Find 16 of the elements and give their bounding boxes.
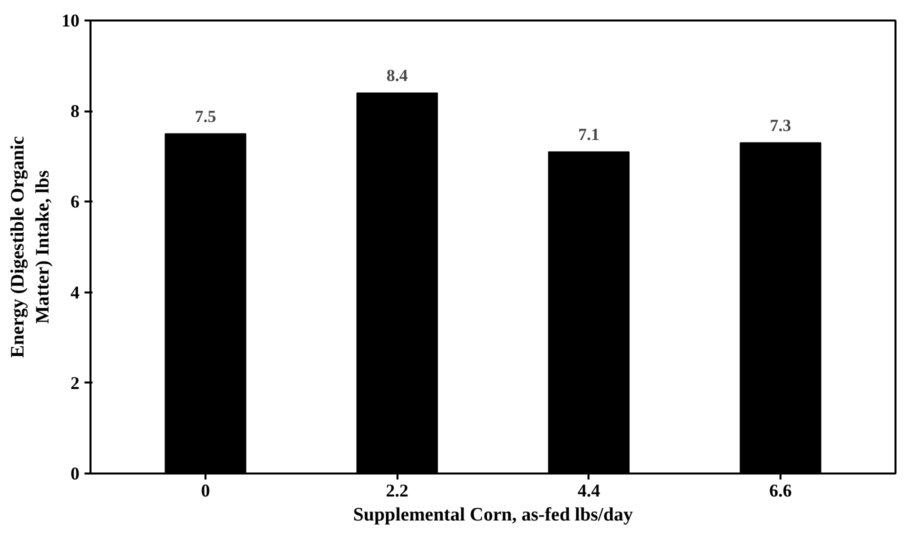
y-axis-title: Energy (Digestible Organic Matter) Intake, lbs <box>7 136 54 358</box>
x-axis-title: Supplemental Corn, as-fed lbs/day <box>353 504 634 526</box>
data-label: 7.3 <box>770 116 792 135</box>
y-tick-label: 2 <box>70 372 80 393</box>
y-tick-label: 0 <box>70 464 80 484</box>
data-label: 7.5 <box>194 106 216 126</box>
data-label: 7.1 <box>578 124 600 144</box>
x-tick-label: 4.4 <box>578 480 600 500</box>
y-tick-label: 4 <box>70 282 80 302</box>
y-tick-label: 8 <box>70 101 80 122</box>
y-tick-label: 6 <box>70 192 80 212</box>
x-tick-label: 2.2 <box>386 480 408 500</box>
data-label: 8.4 <box>386 66 408 85</box>
x-tick-label: 6.6 <box>769 480 792 500</box>
x-tick-label: 0 <box>201 480 210 500</box>
y-tick-label: 10 <box>62 10 80 30</box>
